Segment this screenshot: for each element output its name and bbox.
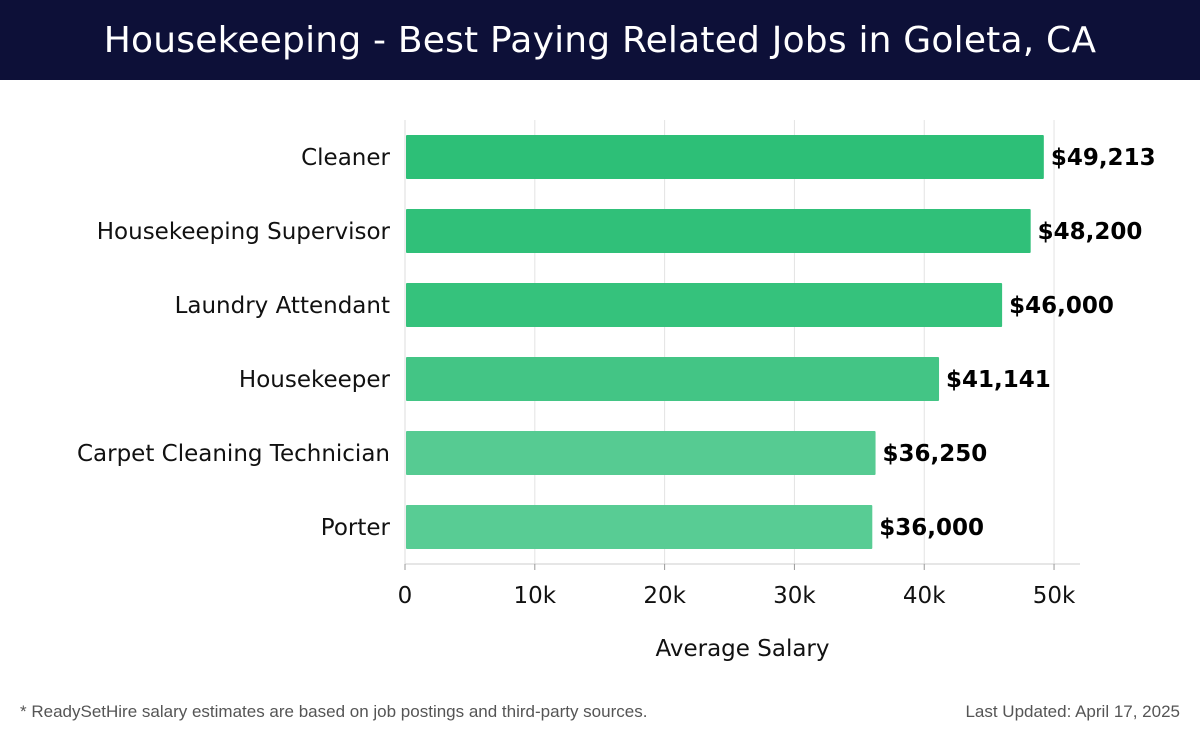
- header-bar: Housekeeping - Best Paying Related Jobs …: [0, 0, 1200, 80]
- category-label: Housekeeping Supervisor: [97, 219, 391, 245]
- bar: [406, 209, 1031, 253]
- category-label: Laundry Attendant: [175, 293, 390, 319]
- value-label: $48,200: [1038, 219, 1143, 245]
- category-label: Housekeeper: [239, 367, 391, 393]
- category-label: Porter: [321, 515, 391, 541]
- x-tick-label: 30k: [773, 583, 816, 609]
- bar: [406, 283, 1003, 327]
- category-label: Carpet Cleaning Technician: [77, 441, 390, 467]
- value-label: $36,250: [883, 441, 988, 467]
- value-label: $41,141: [946, 367, 1051, 393]
- x-tick-label: 10k: [514, 583, 557, 609]
- bar: [406, 357, 940, 401]
- x-axis-label: Average Salary: [655, 636, 829, 662]
- value-label: $36,000: [879, 515, 984, 541]
- value-label: $49,213: [1051, 145, 1156, 171]
- category-label: Cleaner: [301, 145, 390, 171]
- last-updated: Last Updated: April 17, 2025: [965, 702, 1180, 721]
- bar: [406, 505, 873, 549]
- x-tick-label: 50k: [1033, 583, 1076, 609]
- x-tick-label: 40k: [903, 583, 946, 609]
- page-title: Housekeeping - Best Paying Related Jobs …: [103, 19, 1097, 61]
- bar: [406, 431, 876, 475]
- footer-note: * ReadySetHire salary estimates are base…: [20, 702, 648, 721]
- value-label: $46,000: [1009, 293, 1114, 319]
- x-tick-label: 0: [398, 583, 413, 609]
- bar: [406, 135, 1044, 179]
- x-tick-label: 20k: [643, 583, 686, 609]
- bar-chart: Cleaner $49,213 Housekeeping Supervisor $48…: [77, 120, 1156, 662]
